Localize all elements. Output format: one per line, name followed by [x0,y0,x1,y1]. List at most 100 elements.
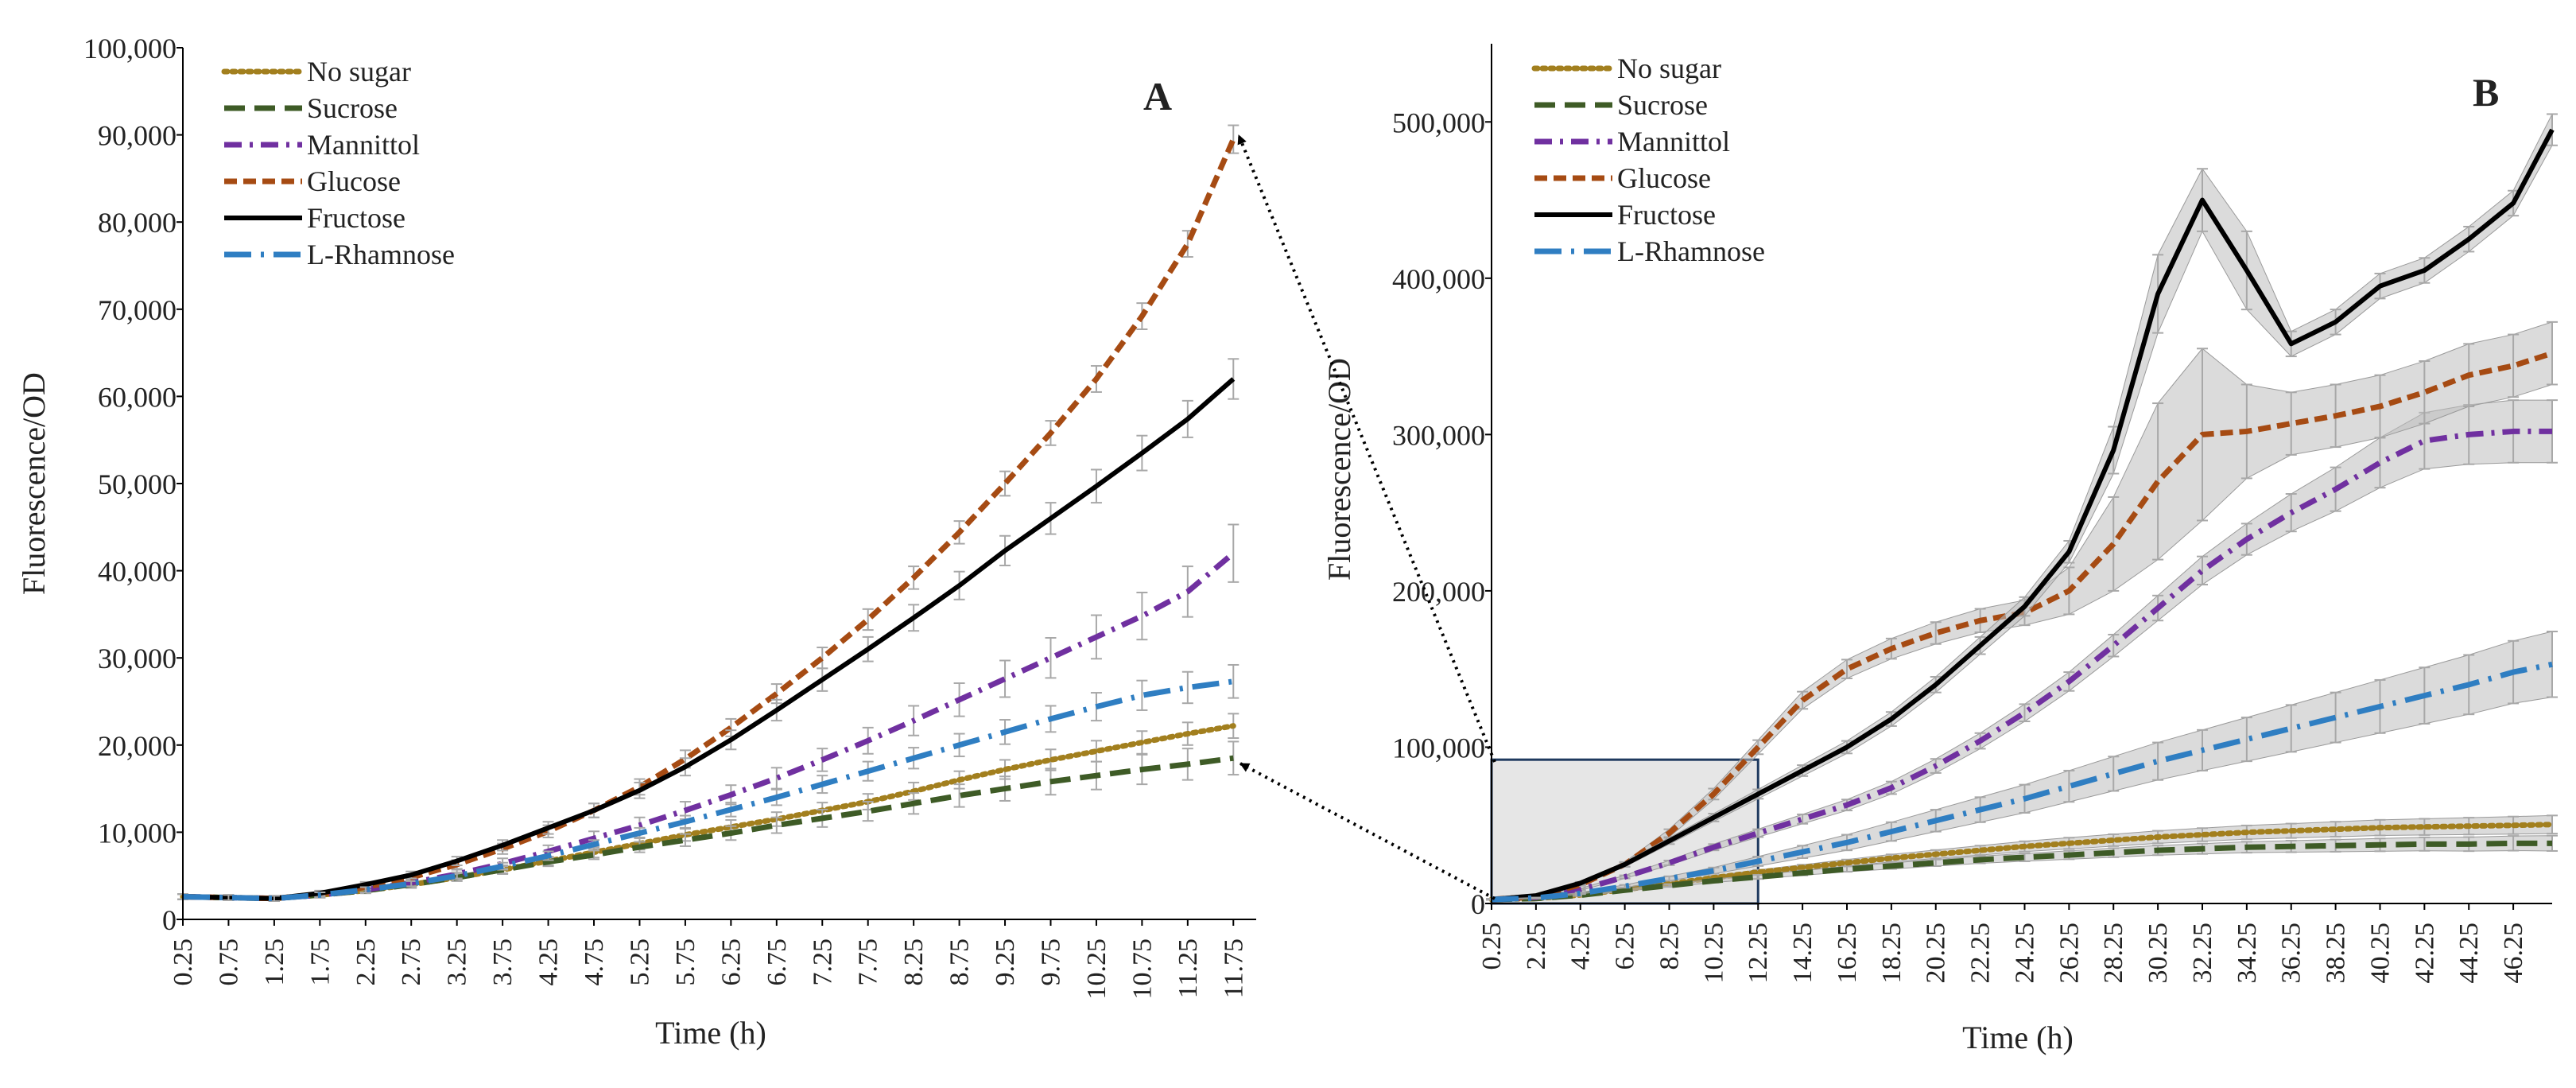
legend-label: Fructose [307,202,405,234]
panel-a-x-tick-label: 5.25 [625,938,654,986]
zoom-connector-bottom-arrow [1240,762,1496,900]
panel-a-plot [177,124,1240,902]
legend-label: L-Rhamnose [307,239,455,270]
panel-a-x-tick-label: 10.25 [1082,938,1111,1000]
panel-b-y-tick-label: 400,000 [1392,263,1485,295]
panel-b-x-tick-label: 38.25 [2322,923,2351,984]
panel-b-y-tick-label: 300,000 [1392,419,1485,451]
panel-a-x-tick-label: 0.25 [169,938,198,986]
panel-b-x-tick-label: 4.25 [1566,923,1596,970]
panel-a-y-tick-label: 20,000 [98,730,177,762]
panel-a-x-tick-label: 1.25 [260,938,289,986]
series-line [1491,661,2553,903]
panel-b-y-ticks: 0 100,000 200,000 300,000 400,000 500,000 [1392,107,1492,920]
panel-a-x-tick-label: 7.75 [854,938,883,986]
panel-a-y-tick-label: 40,000 [98,556,177,588]
panel-a-x-tick-label: 10.75 [1127,938,1157,1000]
panel-b-x-tick-label: 46.25 [2499,923,2528,984]
legend-label: Fructose [1617,199,1716,231]
panel-b-plot [1486,113,2558,903]
panel-a-y-tick-label: 80,000 [98,207,177,239]
panel-a-y-tick-label: 90,000 [98,120,177,152]
panel-a-y-tick-label: 60,000 [98,381,177,413]
panel-a-x-tick-label: 6.75 [762,938,792,986]
panel-a-y-axis-title: Fluorescence/OD [16,372,52,595]
panel-a-y-tick-label: 70,000 [98,294,177,326]
panel-a-x-axis-title: Time (h) [655,1015,766,1051]
panel-b-x-tick-label: 30.25 [2143,923,2173,984]
panel-b-x-tick-label: 2.25 [1522,923,1551,970]
panel-b-x-tick-label: 34.25 [2233,923,2262,984]
panel-a-legend: No sugar Sucrose Mannittol Glucose Fructose L… [221,56,455,270]
panel-a-x-tick-label: 4.75 [580,938,609,986]
panel-a-x-tick-label: 9.25 [991,938,1020,986]
series-line [182,755,1234,902]
panel-a-x-tick-label: 11.25 [1174,938,1203,998]
zoom-connector-top-arrow [1237,134,1496,763]
panel-a-label: A [1143,74,1172,119]
panel-a-y-tick-label: 30,000 [98,643,177,674]
legend-label: Sucrose [1617,89,1708,121]
series-line [182,678,1234,902]
panel-b-x-tick-label: 12.25 [1744,923,1773,984]
panel-a-x-tick-label: 2.25 [351,938,381,986]
series-line [182,377,1236,901]
panel-a-x-tick-label: 2.75 [397,938,426,986]
panel-b-x-axis-title: Time (h) [1962,1020,2074,1055]
panel-a-y-tick-label: 100,000 [83,33,177,64]
panel-a-y-tick-label: 50,000 [98,468,177,500]
legend-label: L-Rhamnose [1617,235,1765,267]
panel-a-y-tick-label: 0 [162,904,177,936]
panel-a-x-tick-label: 0.75 [214,938,243,986]
panel-b-label: B [2473,70,2499,115]
panel-a-series-l-rhamnose [177,663,1240,902]
series-line [182,550,1236,902]
panel-b-x-tick-label: 14.25 [1788,923,1818,984]
panel-b-x-tick-label: 10.25 [1699,923,1728,984]
panel-b-x-tick-label: 32.25 [2188,923,2217,984]
series-line [180,723,1236,902]
panel-b-y-tick-label: 200,000 [1392,576,1485,608]
panel-a-x-tick-label: 4.25 [534,938,564,986]
panel-a-x-tick-label: 6.25 [716,938,746,986]
panel-b-x-tick-label: 44.25 [2454,923,2484,984]
panel-b-legend: No sugar Sucrose Mannittol Glucose Fructose L… [1531,52,1765,267]
panel-b-x-ticks: 0.25 2.25 4.25 6.25 8.25 10.25 12.25 14.25 16.25… [1477,903,2528,984]
panel-b-x-tick-label: 40.25 [2365,923,2395,984]
panel-b-series-l-rhamnose [1486,631,2558,903]
panel-b-y-axis-title: Fluorescence/OD [1321,358,1357,581]
panel-b-x-tick-label: 42.25 [2410,923,2439,984]
panel-b-x-tick-label: 8.25 [1655,923,1684,970]
series-line [1491,840,2552,903]
panel-a: 0 10,000 20,000 30,000 40,000 50,000 60,000 70,… [16,33,1256,1051]
panel-b-x-tick-label: 24.25 [2010,923,2039,984]
panel-a-x-tick-label: 11.75 [1219,938,1248,998]
legend-label: Mannittol [1617,126,1730,157]
series-line [1491,128,2555,902]
legend-label: Glucose [307,165,401,197]
panel-a-y-ticks: 0 10,000 20,000 30,000 40,000 50,000 60,000 70,… [83,33,183,936]
panel-a-x-tick-label: 3.75 [488,938,518,986]
panel-a-x-tick-label: 9.75 [1036,938,1065,986]
legend-label: Sucrose [307,92,398,124]
panel-b: 0 100,000 200,000 300,000 400,000 500,000 0.2… [1321,44,2558,1055]
panel-a-x-ticks: 0.25 0.75 1.25 1.75 2.25 2.75 3.25 3.75 4.25 4.75… [169,919,1248,1000]
panel-a-y-tick-label: 10,000 [98,817,177,849]
panel-a-series-sucrose [177,740,1240,902]
series-line [1491,350,2554,903]
legend-label: Mannittol [307,129,420,161]
panel-b-x-tick-label: 18.25 [1877,923,1907,984]
panel-a-x-tick-label: 8.25 [899,938,929,986]
legend-label: Glucose [1617,162,1711,194]
panel-b-x-tick-label: 0.25 [1477,923,1507,970]
panel-a-x-tick-label: 7.25 [808,938,837,986]
panel-b-x-tick-label: 26.25 [2054,923,2084,984]
panel-a-x-tick-label: 5.75 [671,938,700,986]
panel-a-x-tick-label: 3.25 [443,938,472,986]
panel-b-y-tick-label: 100,000 [1392,732,1485,764]
legend-label: No sugar [307,56,411,87]
panel-b-x-tick-label: 36.25 [2277,923,2306,984]
panel-b-x-tick-label: 22.25 [1966,923,1996,984]
panel-b-x-tick-label: 20.25 [1922,923,1951,984]
